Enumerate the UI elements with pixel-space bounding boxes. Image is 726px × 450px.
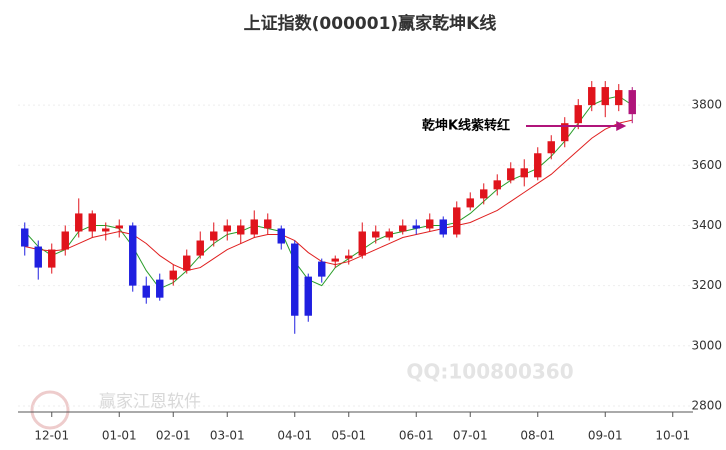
- x-tick-label: 01-01: [102, 429, 137, 443]
- y-tick-label: 3800: [691, 98, 722, 112]
- candle-body: [88, 213, 96, 232]
- candle-body: [480, 189, 488, 199]
- x-tick-label: 05-01: [331, 429, 366, 443]
- x-tick-label: 09-01: [588, 429, 623, 443]
- y-tick-label: 3000: [691, 338, 722, 352]
- candle-body: [277, 228, 285, 244]
- y-tick-label: 3200: [691, 278, 722, 292]
- candle-body: [628, 90, 636, 115]
- moving-average-line: [24, 95, 633, 290]
- candle-body: [115, 225, 123, 229]
- candle-body: [102, 228, 110, 232]
- y-tick-label: 3600: [691, 158, 722, 172]
- candle-body: [372, 231, 380, 238]
- candle-body: [183, 255, 191, 271]
- candle-body: [358, 231, 366, 256]
- candle-body: [318, 261, 326, 277]
- x-tick-label: 07-01: [453, 429, 488, 443]
- x-tick-label: 08-01: [520, 429, 555, 443]
- candle-body: [304, 276, 312, 316]
- candle-body: [385, 231, 393, 238]
- candle-body: [574, 105, 582, 124]
- candle-body: [507, 168, 515, 181]
- watermark: QQ:100800360: [406, 360, 573, 384]
- candle-body: [466, 198, 474, 208]
- candle-body: [331, 258, 339, 262]
- candle-body: [237, 225, 245, 235]
- candle-body: [21, 228, 29, 247]
- candle-body: [345, 255, 353, 259]
- candle-body: [210, 231, 218, 241]
- candle-body: [61, 231, 69, 250]
- watermark: 赢家江恩软件: [99, 392, 201, 412]
- x-tick-label: 10-01: [655, 429, 690, 443]
- candle-body: [547, 141, 555, 154]
- candle-body: [426, 219, 434, 229]
- x-tick-label: 04-01: [277, 429, 312, 443]
- candle-body: [439, 219, 447, 235]
- candle-body: [453, 207, 461, 235]
- candle-body: [169, 270, 177, 280]
- candle-body: [196, 240, 204, 256]
- candle-body: [223, 225, 231, 232]
- candle-body: [142, 285, 150, 298]
- candle-body: [588, 87, 596, 106]
- candle-body: [34, 246, 42, 268]
- x-tick-label: 06-01: [399, 429, 434, 443]
- moving-average-line: [24, 119, 633, 272]
- annotation-arrowhead: [616, 121, 627, 131]
- candle-body: [75, 213, 83, 232]
- candle-body: [601, 87, 609, 106]
- candle-body: [291, 243, 299, 316]
- candle-body: [156, 279, 164, 298]
- candle-body: [534, 153, 542, 178]
- x-tick-label: 02-01: [156, 429, 191, 443]
- watermark-logo: [30, 390, 70, 430]
- candle-body: [493, 180, 501, 190]
- candle-body: [48, 249, 56, 268]
- candle-body: [250, 219, 258, 235]
- x-tick-label: 03-01: [210, 429, 245, 443]
- candle-body: [412, 225, 420, 229]
- y-tick-label: 2800: [691, 398, 722, 412]
- candle-body: [399, 225, 407, 232]
- candle-body: [264, 219, 272, 229]
- candle-body: [615, 90, 623, 106]
- chart-title: 上证指数(000001)赢家乾坤K线: [244, 13, 497, 34]
- annotation: 乾坤K线紫转红: [422, 118, 510, 134]
- candle-body: [129, 225, 137, 286]
- x-tick-label: 12-01: [34, 429, 69, 443]
- candle-body: [520, 168, 528, 178]
- y-tick-label: 3400: [691, 218, 722, 232]
- candle-body: [561, 123, 569, 142]
